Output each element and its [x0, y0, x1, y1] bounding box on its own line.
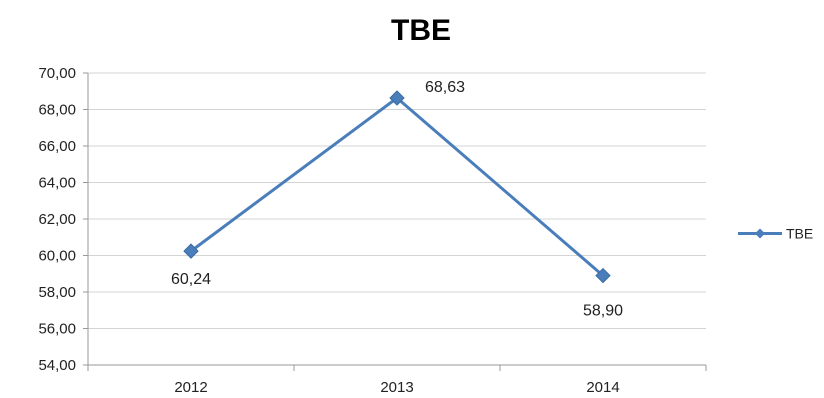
- y-tick-label: 70,00: [38, 65, 76, 82]
- y-tick-label: 66,00: [38, 138, 76, 155]
- y-tick-label: 64,00: [38, 175, 76, 192]
- data-labels: 60,24 68,63 58,90: [171, 79, 623, 320]
- x-tick-label: 2012: [174, 379, 207, 396]
- y-tick-label: 62,00: [38, 211, 76, 228]
- x-tick-label: 2013: [380, 379, 413, 396]
- legend-marker: [755, 228, 765, 239]
- y-tick-label: 54,00: [38, 357, 76, 374]
- legend-label: TBE: [786, 226, 813, 242]
- y-tick-label: 68,00: [38, 102, 76, 119]
- legend: TBE: [738, 226, 813, 242]
- y-tick-label: 58,00: [38, 284, 76, 301]
- y-tick-labels: 54,00 56,00 58,00 60,00 62,00 64,00 66,00 68,00…: [38, 65, 76, 374]
- y-tick-label: 56,00: [38, 321, 76, 338]
- data-label: 60,24: [171, 271, 211, 288]
- y-tick-label: 60,00: [38, 248, 76, 265]
- data-point: [595, 267, 611, 284]
- series-line: [190, 96, 604, 277]
- data-label: 58,90: [583, 303, 623, 320]
- chart-title: TBE: [391, 14, 451, 47]
- gridlines: [88, 72, 706, 329]
- x-tick-label: 2014: [586, 379, 619, 396]
- x-tick-labels: 2012 2013 2014: [174, 379, 619, 396]
- axes: [83, 72, 707, 371]
- data-label: 68,63: [425, 79, 465, 96]
- data-point: [183, 243, 199, 259]
- data-point: [389, 90, 405, 106]
- series: [183, 90, 611, 284]
